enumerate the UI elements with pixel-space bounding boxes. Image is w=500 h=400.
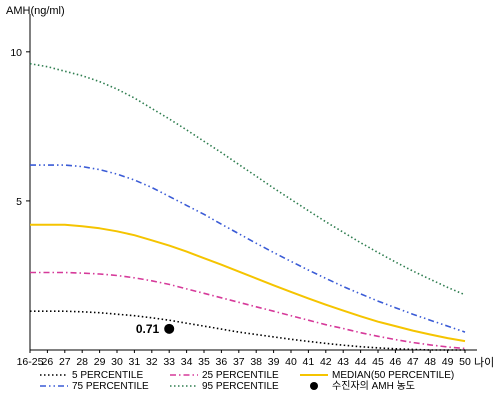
legend-label: 5 PERCENTILE bbox=[72, 370, 143, 381]
legend-label: 75 PERCENTILE bbox=[72, 381, 149, 392]
x-tick-label: 46 bbox=[390, 356, 402, 368]
x-tick-label: 29 bbox=[94, 356, 106, 368]
legend-label: 수진자의 AMH 농도 bbox=[332, 380, 415, 392]
legend: 5 PERCENTILE 25 PERCENTILE MEDIAN(50 PERCE… bbox=[40, 370, 454, 392]
legend-label: 25 PERCENTILE bbox=[202, 370, 279, 381]
series-line-4 bbox=[30, 164, 466, 333]
x-tick-label: 27 bbox=[59, 356, 71, 368]
y-ticks: 5 10 bbox=[10, 47, 30, 208]
y-tick-label: 5 bbox=[16, 196, 22, 208]
patient-amh-value-label: 0.71 bbox=[136, 322, 160, 336]
x-tick-label: 35 bbox=[198, 356, 210, 368]
x-tick-label: 33 bbox=[163, 356, 175, 368]
series-lines bbox=[29, 62, 466, 351]
series-line-2 bbox=[30, 271, 466, 350]
x-tick-label: 47 bbox=[407, 356, 419, 368]
x-tick-label: 44 bbox=[355, 356, 367, 368]
x-tick-label: 26 bbox=[42, 356, 54, 368]
axes: AMH(ng/ml) 나이 bbox=[6, 5, 494, 369]
series-line-1 bbox=[30, 310, 465, 351]
series-line-5 bbox=[29, 62, 466, 296]
x-tick-label: 45 bbox=[372, 356, 384, 368]
x-tick-label: 28 bbox=[76, 356, 88, 368]
x-tick-label: 41 bbox=[303, 356, 315, 368]
x-tick-label: 36 bbox=[216, 356, 228, 368]
x-tick-label: 50 bbox=[459, 356, 471, 368]
x-tick-label: 43 bbox=[337, 356, 349, 368]
x-tick-label: 34 bbox=[181, 356, 193, 368]
x-tick-label: 16-25 bbox=[17, 356, 44, 368]
patient-amh-point bbox=[164, 323, 175, 334]
x-tick-label: 40 bbox=[285, 356, 297, 368]
y-tick-label: 10 bbox=[10, 47, 22, 59]
x-tick-label: 32 bbox=[146, 356, 158, 368]
x-tick-label: 31 bbox=[129, 356, 141, 368]
x-tick-label: 37 bbox=[233, 356, 245, 368]
x-tick-label: 39 bbox=[268, 356, 280, 368]
y-axis-label: AMH(ng/ml) bbox=[6, 5, 65, 17]
legend-label: 95 PERCENTILE bbox=[202, 381, 279, 392]
x-tick-label: 42 bbox=[320, 356, 332, 368]
legend-marker-dot bbox=[310, 382, 318, 390]
x-tick-label: 30 bbox=[111, 356, 123, 368]
x-axis-label: 나이 bbox=[474, 356, 494, 369]
markers: 0.71 bbox=[136, 322, 175, 336]
x-tick-label: 49 bbox=[442, 356, 454, 368]
x-tick-label: 48 bbox=[424, 356, 436, 368]
x-tick-label: 38 bbox=[250, 356, 262, 368]
series-line-3 bbox=[30, 223, 466, 343]
legend-label: MEDIAN(50 PERCENTILE) bbox=[332, 370, 454, 381]
